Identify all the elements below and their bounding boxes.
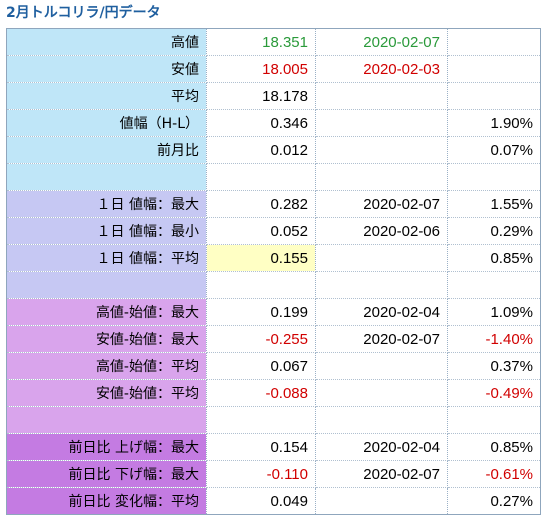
row-value: [206, 406, 316, 434]
row-date: [315, 109, 448, 137]
row-label: 安値: [6, 55, 207, 83]
data-table: 高値 18.351 2020-02-07 安値 18.005 2020-02-03 平均 18…: [6, 28, 541, 515]
row-date: [315, 82, 448, 110]
row-label: 前日比 変化幅：平均: [6, 487, 207, 515]
row-value: 0.282: [206, 190, 316, 218]
row-value: 18.005: [206, 55, 316, 83]
row-percent: -0.61%: [447, 460, 541, 488]
row-label: [6, 271, 207, 299]
table-row: 高値 18.351 2020-02-07: [6, 28, 541, 56]
row-date: [315, 271, 448, 299]
row-percent: [447, 82, 541, 110]
row-label: [6, 406, 207, 434]
row-label: 前日比 上げ幅：最大: [6, 433, 207, 461]
table-row: 平均 18.178: [6, 82, 541, 110]
table-row: １日 値幅：最小 0.052 2020-02-06 0.29%: [6, 217, 541, 245]
row-value: 18.351: [206, 28, 316, 56]
row-percent: 0.37%: [447, 352, 541, 380]
row-label: １日 値幅：最大: [6, 190, 207, 218]
table-row: 前月比 0.012 0.07%: [6, 136, 541, 164]
data-table-body: 高値 18.351 2020-02-07 安値 18.005 2020-02-03 平均 18…: [6, 28, 541, 515]
row-value: 18.178: [206, 82, 316, 110]
table-row: [6, 406, 541, 434]
row-date: 2020-02-06: [315, 217, 448, 245]
row-percent: -1.40%: [447, 325, 541, 353]
row-percent: 0.85%: [447, 433, 541, 461]
row-label: [6, 163, 207, 191]
row-value: 0.155: [206, 244, 316, 272]
row-percent: 1.09%: [447, 298, 541, 326]
row-percent: 0.29%: [447, 217, 541, 245]
table-row: １日 値幅：平均 0.155 0.85%: [6, 244, 541, 272]
row-percent: 0.85%: [447, 244, 541, 272]
row-date: 2020-02-07: [315, 325, 448, 353]
row-date: [315, 163, 448, 191]
row-date: [315, 136, 448, 164]
row-value: -0.110: [206, 460, 316, 488]
table-row: 安値 18.005 2020-02-03: [6, 55, 541, 83]
row-label: 高値-始値：最大: [6, 298, 207, 326]
table-row: [6, 163, 541, 191]
table-row: [6, 271, 541, 299]
row-value: 0.346: [206, 109, 316, 137]
row-date: [315, 379, 448, 407]
row-date: [315, 352, 448, 380]
row-label: 前月比: [6, 136, 207, 164]
row-percent: 1.90%: [447, 109, 541, 137]
row-date: 2020-02-04: [315, 298, 448, 326]
table-row: 高値-始値：平均 0.067 0.37%: [6, 352, 541, 380]
row-value: 0.052: [206, 217, 316, 245]
row-date: 2020-02-07: [315, 460, 448, 488]
row-value: 0.012: [206, 136, 316, 164]
row-date: 2020-02-07: [315, 28, 448, 56]
table-row: 安値-始値：平均 -0.088 -0.49%: [6, 379, 541, 407]
row-date: 2020-02-04: [315, 433, 448, 461]
table-row: 高値-始値：最大 0.199 2020-02-04 1.09%: [6, 298, 541, 326]
page-title: 2月トルコリラ/円データ: [6, 5, 161, 21]
table-row: 前日比 下げ幅：最大 -0.110 2020-02-07 -0.61%: [6, 460, 541, 488]
row-label: 前日比 下げ幅：最大: [6, 460, 207, 488]
row-percent: [447, 28, 541, 56]
row-label: １日 値幅：平均: [6, 244, 207, 272]
row-date: [315, 406, 448, 434]
row-value: 0.154: [206, 433, 316, 461]
row-value: -0.088: [206, 379, 316, 407]
row-value: -0.255: [206, 325, 316, 353]
row-value: 0.067: [206, 352, 316, 380]
row-percent: [447, 406, 541, 434]
row-percent: 0.07%: [447, 136, 541, 164]
table-row: 安値-始値：最大 -0.255 2020-02-07 -1.40%: [6, 325, 541, 353]
row-percent: 1.55%: [447, 190, 541, 218]
row-label: 安値-始値：平均: [6, 379, 207, 407]
row-percent: [447, 163, 541, 191]
table-row: 前日比 変化幅：平均 0.049 0.27%: [6, 487, 541, 515]
row-value: 0.049: [206, 487, 316, 515]
row-percent: [447, 271, 541, 299]
row-percent: 0.27%: [447, 487, 541, 515]
row-date: 2020-02-07: [315, 190, 448, 218]
row-label: 安値-始値：最大: [6, 325, 207, 353]
row-date: 2020-02-03: [315, 55, 448, 83]
row-label: １日 値幅：最小: [6, 217, 207, 245]
table-row: 値幅（H-L） 0.346 1.90%: [6, 109, 541, 137]
table-row: １日 値幅：最大 0.282 2020-02-07 1.55%: [6, 190, 541, 218]
row-label: 高値: [6, 28, 207, 56]
row-label: 高値-始値：平均: [6, 352, 207, 380]
row-percent: [447, 55, 541, 83]
row-date: [315, 487, 448, 515]
row-value: 0.199: [206, 298, 316, 326]
row-label: 平均: [6, 82, 207, 110]
row-value: [206, 271, 316, 299]
row-value: [206, 163, 316, 191]
table-row: 前日比 上げ幅：最大 0.154 2020-02-04 0.85%: [6, 433, 541, 461]
row-label: 値幅（H-L）: [6, 109, 207, 137]
row-percent: -0.49%: [447, 379, 541, 407]
row-date: [315, 244, 448, 272]
